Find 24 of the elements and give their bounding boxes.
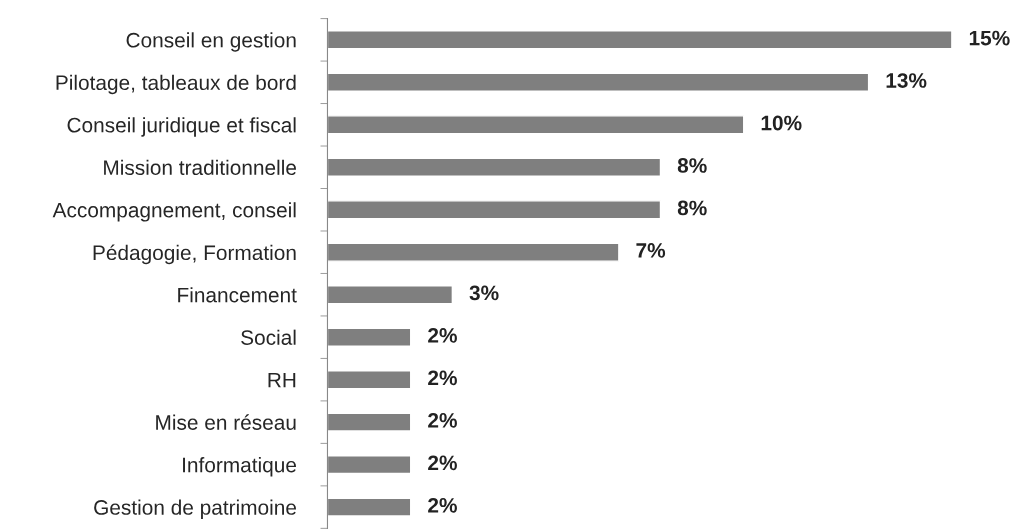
y-tick-label: Pilotage, tableaux de bord xyxy=(56,74,296,95)
data-label: 8% xyxy=(677,200,707,216)
y-tick-label: Financement xyxy=(178,287,297,303)
data-label: 3% xyxy=(469,285,499,301)
y-tick-label: Mise en réseau xyxy=(156,414,296,430)
y-tick-label: Mission traditionnelle xyxy=(104,159,296,176)
data-label: 2% xyxy=(428,497,457,513)
y-tick-label: Pédagogie, Formation xyxy=(93,244,296,265)
data-label: 8% xyxy=(677,158,707,173)
y-tick-label: Conseil en gestion xyxy=(126,32,296,52)
data-label: 2% xyxy=(428,412,457,428)
y-tick-label: Social xyxy=(241,329,296,345)
y-tick-label: Gestion de patrimoine xyxy=(94,499,297,519)
y-tick-label: RH xyxy=(268,372,296,388)
data-label: 10% xyxy=(761,115,802,131)
data-label: 13% xyxy=(886,73,927,88)
data-label: 2% xyxy=(428,455,457,471)
data-label: 2% xyxy=(428,370,457,386)
data-label: 7% xyxy=(636,243,666,258)
y-tick-label: Informatique xyxy=(183,457,296,477)
y-tick-label: Accompagnement, conseil xyxy=(52,202,296,222)
data-label: 15% xyxy=(969,30,1010,46)
data-label: 2% xyxy=(428,328,457,343)
y-tick-label: Conseil juridique et fiscal xyxy=(67,117,296,137)
